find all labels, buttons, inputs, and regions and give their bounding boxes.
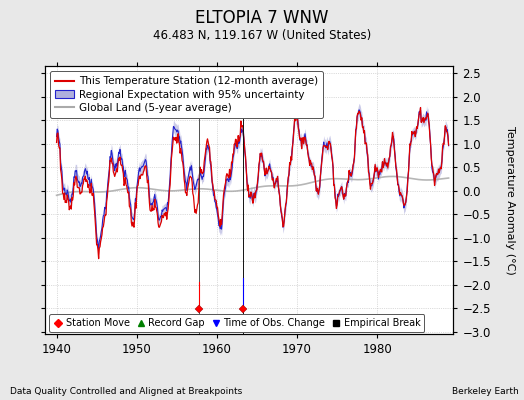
Text: Data Quality Controlled and Aligned at Breakpoints: Data Quality Controlled and Aligned at B…: [10, 387, 243, 396]
Text: ELTOPIA 7 WNW: ELTOPIA 7 WNW: [195, 9, 329, 27]
Y-axis label: Temperature Anomaly (°C): Temperature Anomaly (°C): [505, 126, 515, 274]
Legend: Station Move, Record Gap, Time of Obs. Change, Empirical Break: Station Move, Record Gap, Time of Obs. C…: [49, 314, 424, 332]
Text: 46.483 N, 119.167 W (United States): 46.483 N, 119.167 W (United States): [153, 30, 371, 42]
Text: Berkeley Earth: Berkeley Earth: [452, 387, 519, 396]
